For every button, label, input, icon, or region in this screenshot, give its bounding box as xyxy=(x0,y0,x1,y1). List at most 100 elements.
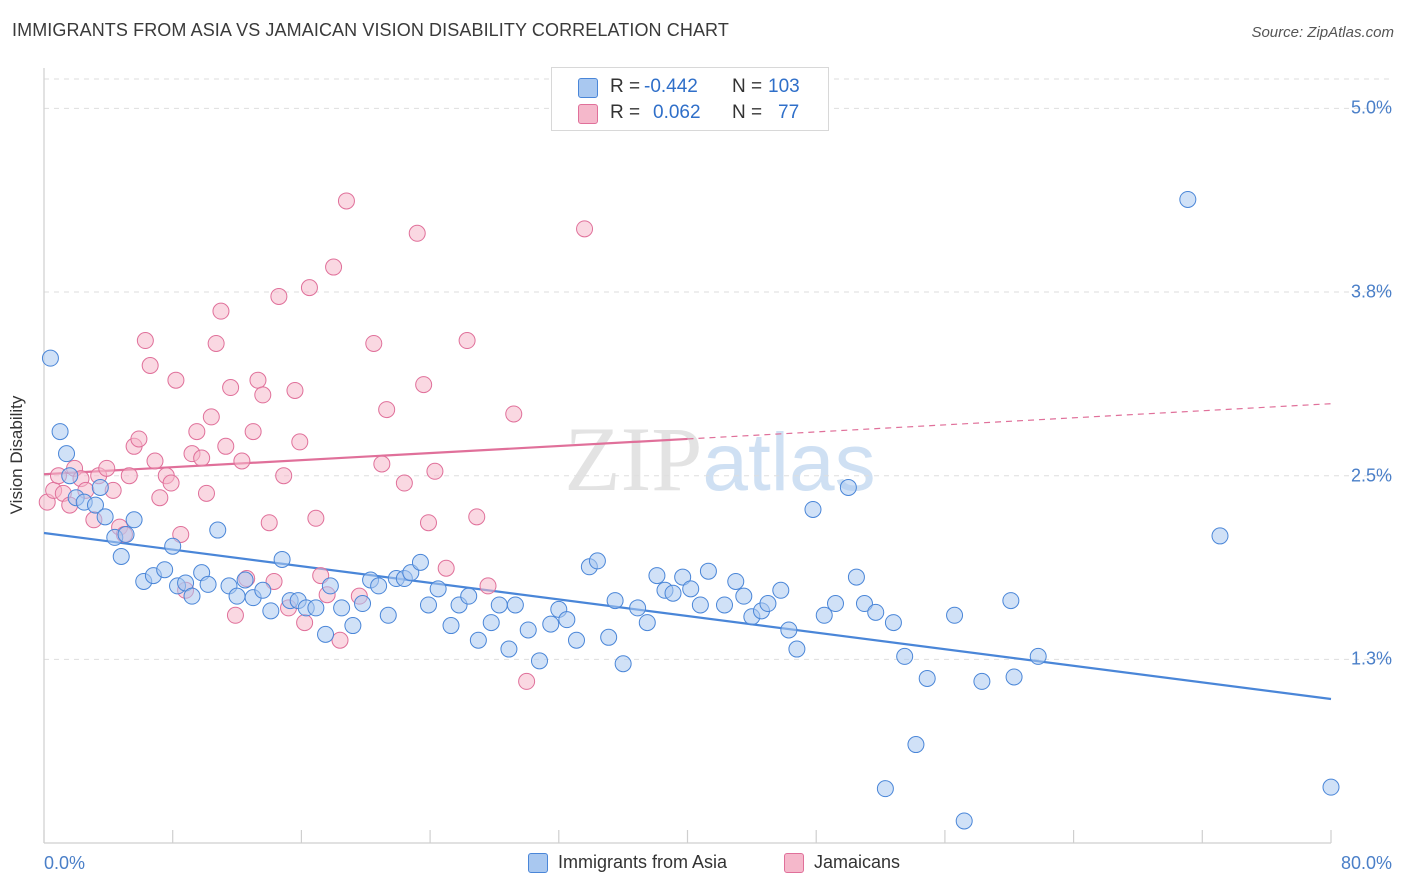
data-point xyxy=(664,584,682,602)
data-point xyxy=(365,334,383,352)
data-point xyxy=(955,812,973,830)
legend-r-label: R = xyxy=(610,102,641,123)
data-point xyxy=(233,452,251,470)
legend-r-value: 0.062 xyxy=(653,102,701,123)
data-point xyxy=(373,455,391,473)
y-tick-label: 2.5% xyxy=(1350,465,1392,486)
legend-n-value: 103 xyxy=(768,76,800,97)
data-point xyxy=(788,640,806,658)
data-point xyxy=(291,433,309,451)
legend-n-value: 77 xyxy=(778,102,800,123)
data-point xyxy=(727,572,745,590)
data-point xyxy=(286,381,304,399)
data-point xyxy=(437,559,455,577)
data-point xyxy=(918,669,936,687)
data-point xyxy=(273,550,291,568)
data-point xyxy=(468,508,486,526)
data-point xyxy=(331,631,349,649)
data-point xyxy=(197,484,215,502)
data-point xyxy=(254,386,272,404)
data-point xyxy=(199,575,217,593)
data-point xyxy=(1002,592,1020,610)
data-point xyxy=(839,478,857,496)
data-point xyxy=(162,474,180,492)
bottom-legend-swatch-blue xyxy=(528,853,548,873)
data-point xyxy=(530,652,548,670)
data-point xyxy=(337,192,355,210)
data-point xyxy=(606,592,624,610)
legend: R = -0.442 N = 103 R = 0.062 N = 77 xyxy=(551,67,829,131)
data-point xyxy=(321,577,339,595)
chart-title: IMMIGRANTS FROM ASIA VS JAMAICAN VISION … xyxy=(12,20,729,40)
data-point xyxy=(262,602,280,620)
bottom-legend-swatch-pink xyxy=(784,853,804,873)
legend-n-label: N = xyxy=(732,76,763,97)
data-point xyxy=(270,287,288,305)
data-point xyxy=(648,567,666,585)
data-point xyxy=(172,525,190,543)
bottom-legend-asia: Immigrants from Asia xyxy=(528,851,768,875)
data-point xyxy=(222,379,240,397)
data-point xyxy=(896,647,914,665)
data-point xyxy=(207,334,225,352)
data-point xyxy=(370,577,388,595)
data-point xyxy=(907,736,925,754)
data-point xyxy=(415,376,433,394)
data-point xyxy=(202,408,220,426)
data-point xyxy=(96,508,114,526)
data-point xyxy=(151,489,169,507)
legend-r-label: R = xyxy=(610,76,641,97)
data-point xyxy=(629,599,647,617)
data-point xyxy=(125,511,143,529)
chart-source: Source: ZipAtlas.com xyxy=(1251,24,1394,41)
data-point xyxy=(884,614,902,632)
data-point xyxy=(98,459,116,477)
data-point xyxy=(217,437,235,455)
data-point xyxy=(482,614,500,632)
data-point xyxy=(674,568,692,586)
data-point xyxy=(333,599,351,617)
data-point xyxy=(772,581,790,599)
data-point xyxy=(1029,647,1047,665)
data-point xyxy=(1005,668,1023,686)
data-point xyxy=(249,371,267,389)
data-point xyxy=(479,577,497,595)
data-point xyxy=(815,606,833,624)
data-point xyxy=(519,621,537,639)
data-point xyxy=(506,596,524,614)
y-tick-label: 3.8% xyxy=(1350,281,1392,302)
data-point xyxy=(588,552,606,570)
data-point xyxy=(419,596,437,614)
legend-r-value: -0.442 xyxy=(644,76,698,97)
y-tick-label: 1.3% xyxy=(1350,648,1392,669)
data-point xyxy=(379,606,397,624)
y-tick-label: 5.0% xyxy=(1350,97,1392,118)
data-point xyxy=(518,672,536,690)
data-point xyxy=(260,514,278,532)
data-point xyxy=(307,509,325,527)
x-tick-min: 0.0% xyxy=(44,853,86,873)
data-point xyxy=(164,537,182,555)
data-point xyxy=(542,615,560,633)
data-point xyxy=(867,603,885,621)
data-point xyxy=(847,568,865,586)
data-point xyxy=(226,606,244,624)
data-point xyxy=(682,580,700,598)
data-point xyxy=(429,580,447,598)
data-point xyxy=(193,449,211,467)
data-point xyxy=(209,521,227,539)
data-point xyxy=(614,655,632,673)
bottom-legend-jamaicans: Jamaicans xyxy=(784,851,934,875)
data-point xyxy=(699,562,717,580)
trend-line-jamaicans-extension xyxy=(687,403,1332,440)
data-point xyxy=(855,595,873,613)
data-point xyxy=(317,625,335,643)
data-point xyxy=(275,467,293,485)
data-point xyxy=(490,596,508,614)
data-point xyxy=(188,423,206,441)
data-point xyxy=(120,467,138,485)
data-point xyxy=(780,621,798,639)
data-point xyxy=(638,614,656,632)
trend-line-asia xyxy=(43,531,1332,701)
data-point xyxy=(1211,527,1229,545)
